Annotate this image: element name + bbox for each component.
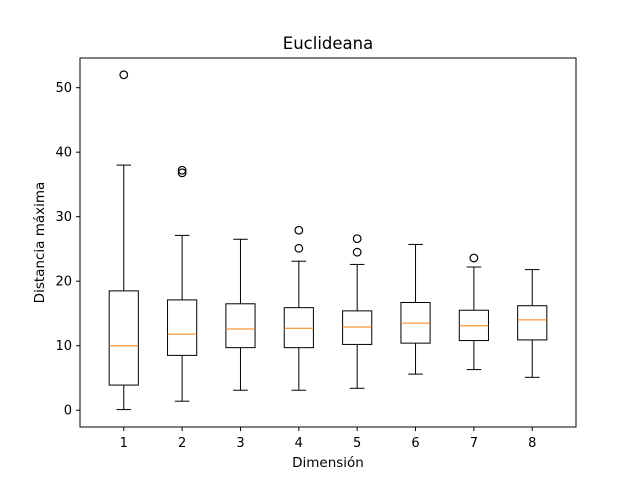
- y-tick-label: 10: [55, 339, 72, 354]
- chart-title: Euclideana: [283, 34, 373, 53]
- outlier-point: [469, 253, 479, 263]
- y-axis-label: Distancia máxima: [32, 182, 48, 304]
- y-tick-label: 50: [55, 81, 72, 96]
- x-tick-label: 6: [411, 436, 419, 451]
- x-tick-label: 7: [470, 436, 478, 451]
- outlier-point: [177, 165, 187, 175]
- y-tick-label: 20: [55, 275, 72, 290]
- outlier-point: [119, 70, 129, 80]
- box: [283, 307, 314, 349]
- x-tick-label: 4: [295, 436, 303, 451]
- x-axis-label: Dimensión: [292, 455, 364, 471]
- y-tick-label: 40: [55, 146, 72, 161]
- outlier-point: [177, 168, 187, 178]
- y-tick-label: 30: [55, 210, 72, 225]
- x-tick-label: 8: [528, 436, 536, 451]
- box: [517, 305, 548, 341]
- x-tick-label: 3: [236, 436, 244, 451]
- outlier-point: [352, 234, 362, 244]
- outlier-point: [294, 243, 304, 253]
- outlier-point: [294, 225, 304, 235]
- box: [167, 299, 198, 356]
- box: [342, 310, 373, 345]
- x-tick-label: 5: [353, 436, 361, 451]
- x-tick-label: 2: [178, 436, 186, 451]
- box: [225, 303, 256, 349]
- outlier-point: [352, 247, 362, 257]
- plot-area: 0 10 20 30 40 50 1 2 3 4 5 6 7 8: [55, 70, 548, 451]
- axes-frame: [79, 57, 577, 428]
- box: [108, 290, 139, 386]
- y-tick-label: 0: [64, 404, 72, 419]
- x-tick-label: 1: [120, 436, 128, 451]
